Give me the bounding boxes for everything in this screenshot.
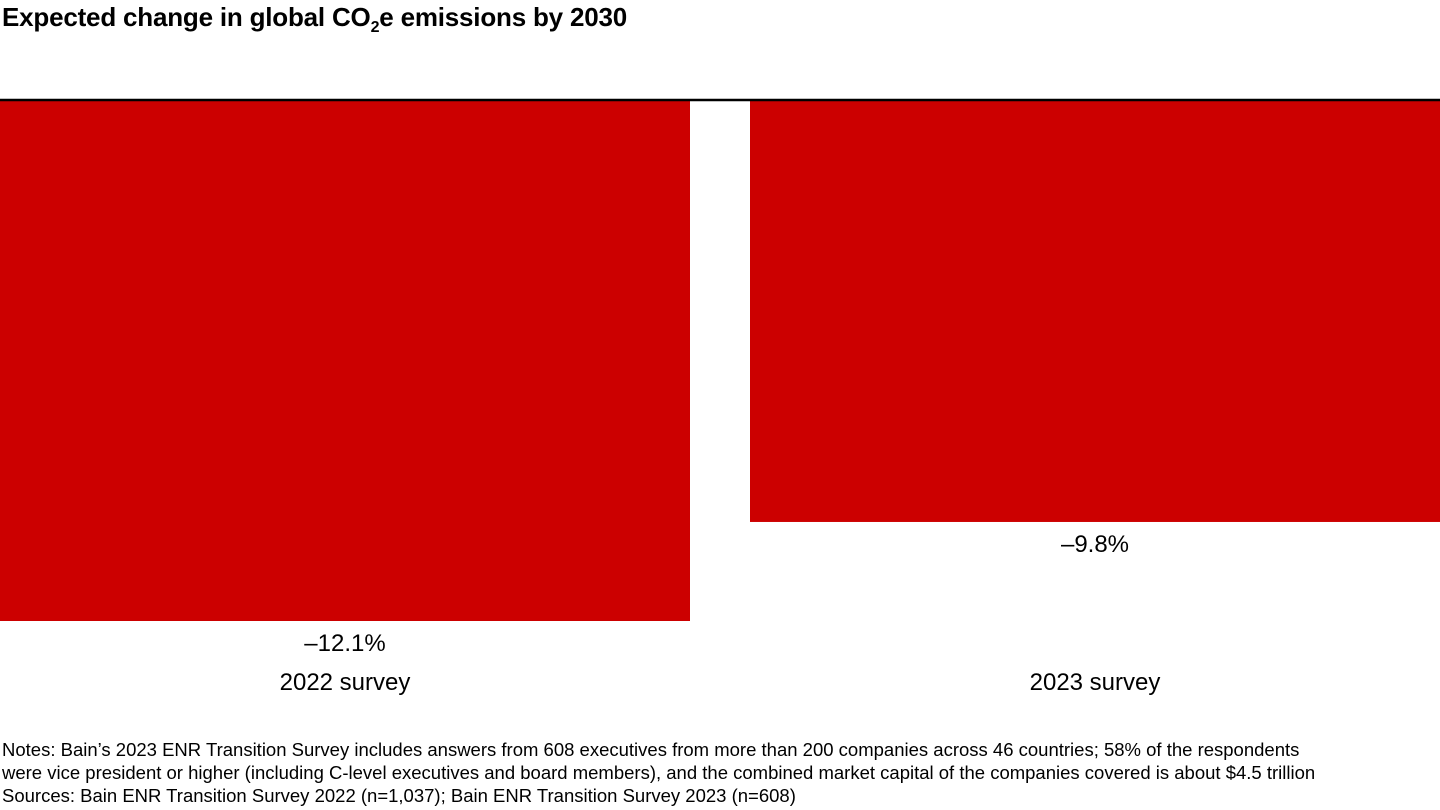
bar-value-label: –9.8%	[1061, 531, 1129, 558]
chart-title: Expected change in global CO2e emissions…	[2, 2, 627, 36]
category-label: 2023 survey	[1030, 669, 1161, 696]
notes-line-2: were vice president or higher (including…	[2, 762, 1316, 783]
bar-value-label: –12.1%	[304, 630, 385, 657]
sources-line: Sources: Bain ENR Transition Survey 2022…	[2, 785, 796, 806]
category-label: 2022 survey	[280, 669, 411, 696]
bar-chart: –12.1% 2022 survey –9.8% 2023 survey	[0, 98, 1440, 696]
footnotes: Notes: Bain’s 2023 ENR Transition Survey…	[2, 738, 1315, 807]
title-text-end: e emissions by 2030	[379, 2, 627, 32]
title-text: Expected change in global CO	[2, 2, 371, 32]
notes-line-1: Notes: Bain’s 2023 ENR Transition Survey…	[2, 739, 1300, 760]
bar-2022-survey	[0, 100, 690, 621]
title-subscript: 2	[370, 19, 380, 36]
bar-2023-survey	[750, 100, 1440, 522]
